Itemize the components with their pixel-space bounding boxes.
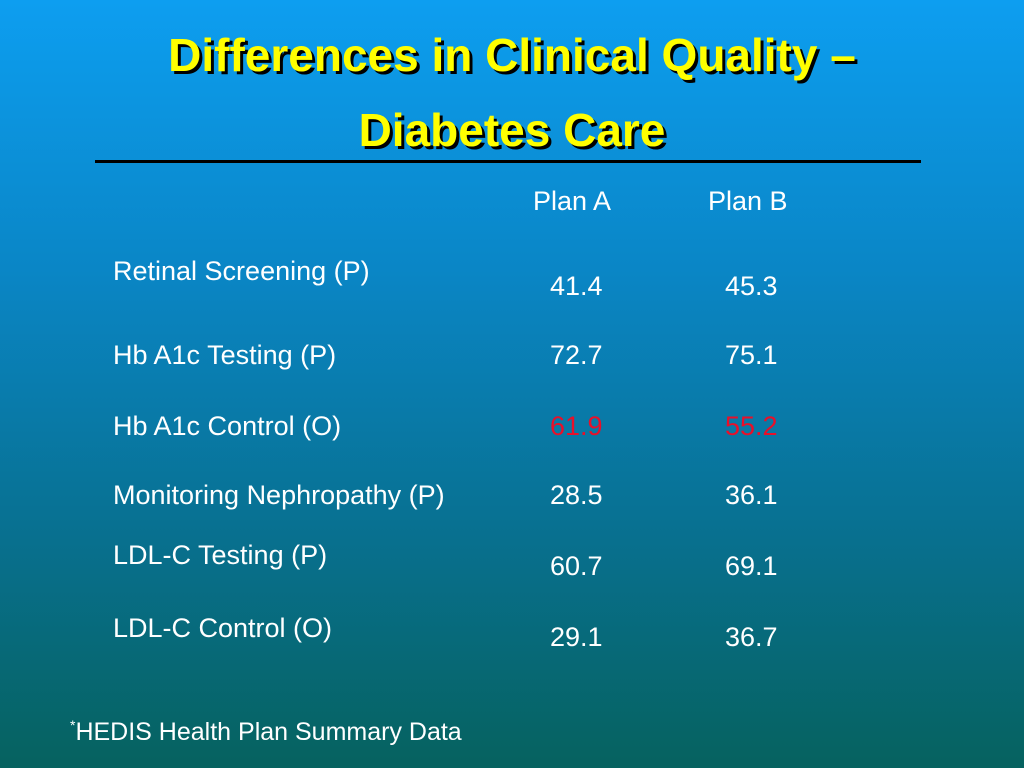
cell-plan-b-hba1c-testing: 75.1 bbox=[725, 340, 778, 370]
source-footnote: *HEDIS Health Plan Summary Data bbox=[70, 717, 462, 746]
row-label-monitoring-nephropathy: Monitoring Nephropathy (P) bbox=[113, 480, 445, 510]
cell-plan-a-hba1c-testing: 72.7 bbox=[550, 340, 603, 370]
column-header-plan-a: Plan A bbox=[533, 186, 612, 216]
column-header-plan-b: Plan B bbox=[708, 186, 788, 216]
cell-plan-b-hba1c-control: 55.2 bbox=[725, 411, 778, 441]
cell-plan-a-ldlc-control: 29.1 bbox=[550, 622, 603, 652]
cell-plan-a-hba1c-control: 61.9 bbox=[550, 411, 603, 441]
row-label-hba1c-testing: Hb A1c Testing (P) bbox=[113, 340, 337, 370]
cell-plan-a-ldlc-testing: 60.7 bbox=[550, 551, 603, 581]
row-label-hba1c-control: Hb A1c Control (O) bbox=[113, 411, 342, 441]
cell-plan-a-retinal-screening: 41.4 bbox=[550, 271, 603, 301]
cell-plan-a-monitoring-nephropathy: 28.5 bbox=[550, 480, 603, 510]
cell-plan-b-ldlc-testing: 69.1 bbox=[725, 551, 778, 581]
footnote-marker: * bbox=[70, 717, 76, 733]
title-divider bbox=[95, 160, 921, 163]
footnote-text: HEDIS Health Plan Summary Data bbox=[75, 718, 462, 746]
row-label-ldlc-testing: LDL-C Testing (P) bbox=[113, 540, 328, 570]
cell-plan-b-retinal-screening: 45.3 bbox=[725, 271, 778, 301]
slide-title-line-1: Differences in Clinical Quality – bbox=[168, 29, 856, 81]
cell-plan-b-ldlc-control: 36.7 bbox=[725, 622, 778, 652]
cell-plan-b-monitoring-nephropathy: 36.1 bbox=[725, 480, 778, 510]
row-label-ldlc-control: LDL-C Control (O) bbox=[113, 613, 333, 643]
row-label-retinal-screening: Retinal Screening (P) bbox=[113, 256, 370, 286]
slide-title-line-2: Diabetes Care bbox=[358, 104, 666, 156]
